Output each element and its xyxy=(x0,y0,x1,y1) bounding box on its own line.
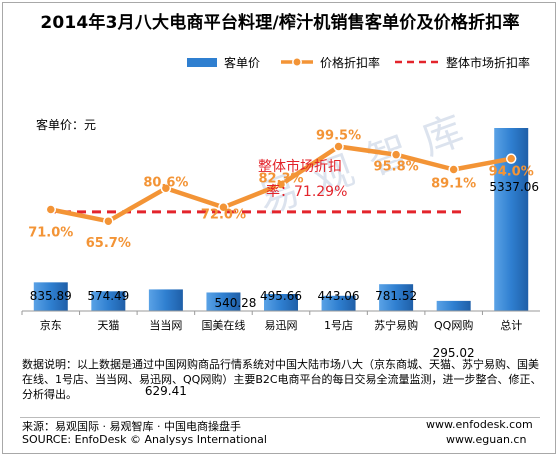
bar-label-3: 540.28 xyxy=(214,296,256,310)
line-label-3: 72.0% xyxy=(201,207,246,222)
bar-0 xyxy=(33,282,68,311)
line-point-7 xyxy=(448,164,459,175)
legend-line-swatch xyxy=(281,57,313,67)
line-point-3 xyxy=(218,202,229,213)
x-tick-label-0: 京东 xyxy=(40,318,62,332)
bar-1 xyxy=(91,291,126,311)
line-label-4: 82.3% xyxy=(258,172,303,187)
bar-label-6: 781.52 xyxy=(375,289,417,303)
line-point-8 xyxy=(505,153,517,164)
bar-2 xyxy=(148,289,183,311)
bar-label-5: 443.06 xyxy=(318,289,360,303)
legend-bar-swatch xyxy=(187,58,217,67)
x-tick-label-1: 天猫 xyxy=(97,319,119,332)
bar-6 xyxy=(379,284,414,311)
line-point-0 xyxy=(45,204,57,215)
bar-label-1: 574.49 xyxy=(87,289,129,303)
url-eguan: www.eguan.cn xyxy=(446,433,527,446)
line-label-5: 99.5% xyxy=(316,129,361,144)
line-point-6 xyxy=(390,149,402,160)
source-en: SOURCE: EnfoDesk © Analysys Internationa… xyxy=(22,433,267,446)
chart-frame xyxy=(2,2,556,454)
line-label-1: 65.7% xyxy=(86,236,131,251)
x-tick-label-2: 当当网 xyxy=(149,318,182,332)
bar-4 xyxy=(264,294,298,311)
line-label-0: 71.0% xyxy=(28,225,73,240)
line-label-6: 95.8% xyxy=(374,160,419,175)
data-note: 数据说明：以上数据是通过中国网购商品行情系统对中国大陆市场八大（京东商城、天猫、… xyxy=(22,358,542,401)
bar-label-2: 629.41 xyxy=(145,384,187,398)
reference-label-line1: 整体市场折扣 xyxy=(258,158,342,175)
x-tick-label-7: QQ网购 xyxy=(434,318,473,332)
bar-7 xyxy=(436,300,471,311)
chart-title: 2014年3月八大电商平台料理/榨汁机销售客单价及价格折扣率 xyxy=(40,13,520,33)
legend-dashed-label: 整体市场折扣率 xyxy=(446,56,531,70)
legend-bar-label: 客单价 xyxy=(224,56,261,70)
x-tick-label-5: 1号店 xyxy=(324,318,353,332)
line-point-2 xyxy=(160,183,172,194)
footer-divider xyxy=(20,417,540,418)
line-point-4 xyxy=(275,179,287,190)
bar-label-7: 295.02 xyxy=(433,346,475,360)
bar-label-8: 5337.06 xyxy=(489,180,539,194)
reference-label-line2: 率：71.29% xyxy=(266,183,347,200)
bar-label-0: 835.89 xyxy=(30,289,72,303)
line-label-8: 94.0% xyxy=(489,165,534,180)
legend-dashed-swatch xyxy=(395,60,439,64)
line-point-5 xyxy=(333,141,344,152)
line-point-1 xyxy=(103,215,114,227)
x-tick-label-4: 易迅网 xyxy=(265,319,298,332)
line-label-2: 80.6% xyxy=(143,175,188,190)
bar-label-4: 495.66 xyxy=(260,289,302,303)
legend-line-label: 价格折扣率 xyxy=(320,56,381,70)
line-label-7: 89.1% xyxy=(431,176,476,191)
url-enfodesk: www.enfodesk.com xyxy=(426,418,533,431)
y-unit-label: 客单价：元 xyxy=(36,118,97,132)
bar-3 xyxy=(206,292,241,311)
source-cn: 来源：易观国际 · 易观智库 · 中国电商操盘手 xyxy=(22,420,241,433)
x-tick-label-3: 国美在线 xyxy=(201,318,245,332)
x-tick-label-6: 苏宁易购 xyxy=(374,318,418,332)
x-tick-label-8: 总计 xyxy=(500,318,522,332)
bar-5 xyxy=(321,295,356,311)
